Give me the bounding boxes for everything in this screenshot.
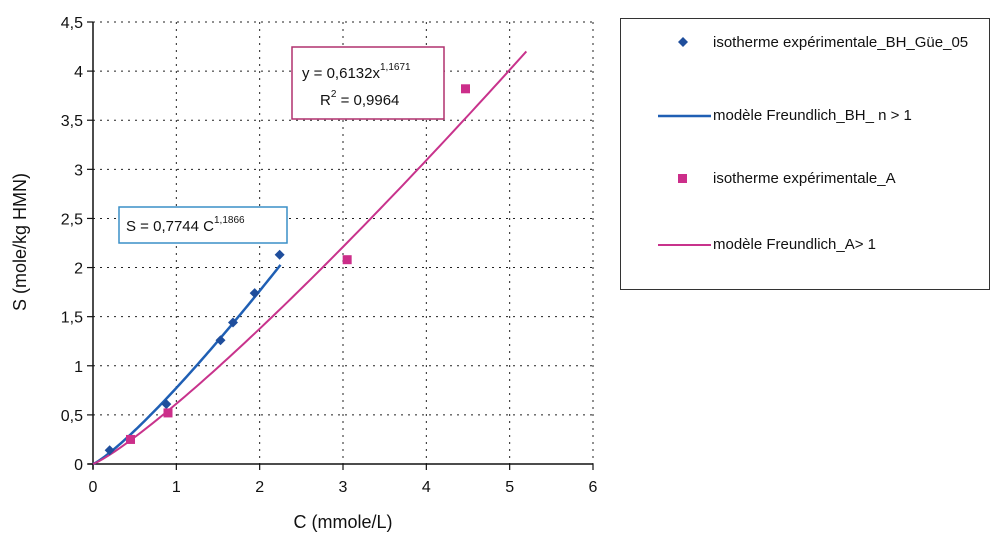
- y-tick-label: 2: [74, 261, 83, 278]
- x-tick-label: 2: [255, 479, 264, 496]
- legend-marker-square-icon: [678, 174, 687, 183]
- legend-label-a-points: isotherme expérimentale_A: [713, 170, 896, 187]
- series-line-1: [92, 264, 282, 466]
- legend-label-a-model: modèle Freundlich_A> 1: [713, 236, 877, 253]
- equation-a-line1: y = 0,6132x1,1671: [302, 62, 411, 82]
- equation-bh-exponent: 1,1866: [214, 215, 245, 226]
- r2-exponent: 2: [331, 89, 337, 100]
- x-tick-label: 4: [422, 479, 431, 496]
- equation-a-text: y = 0,6132x: [302, 65, 380, 82]
- y-tick-label: 0: [74, 457, 83, 474]
- legend-label-bh-points: isotherme expérimentale_BH_Güe_05: [713, 34, 969, 51]
- legend: isotherme expérimentale_BH_Güe_05 modèle…: [620, 18, 990, 290]
- legend-item-bh-points: isotherme expérimentale_BH_Güe_05: [621, 33, 989, 53]
- x-tick-label: 5: [505, 479, 514, 496]
- r2-value: = 0,9964: [336, 92, 399, 109]
- equation-annotation-a: y = 0,6132x1,1671 R2 = 0,9964: [291, 46, 445, 120]
- y-tick-label: 2,5: [61, 211, 83, 228]
- data-point-square: [342, 255, 352, 265]
- legend-line-pink-icon: [658, 244, 711, 246]
- y-tick-label: 4,5: [61, 15, 83, 32]
- equation-box-bh: [118, 206, 288, 244]
- r2-symbol: R: [320, 92, 331, 109]
- axes: [87, 21, 594, 470]
- data-point-diamond: [249, 288, 260, 299]
- legend-label-bh-model: modèle Freundlich_BH_ n > 1: [713, 107, 912, 124]
- equation-bh-text: S = 0,7744 C: [126, 218, 214, 235]
- data-point-diamond: [161, 399, 172, 410]
- y-tick-label: 0,5: [61, 408, 83, 425]
- legend-marker-diamond-icon: [678, 37, 688, 47]
- data-point-diamond: [274, 249, 285, 260]
- equation-a-exponent: 1,1671: [380, 62, 411, 73]
- data-point-square: [461, 84, 470, 94]
- data-point-diamond: [104, 445, 115, 456]
- equation-annotation-bh: S = 0,7744 C1,1866: [118, 206, 288, 244]
- equation-bh-line1: S = 0,7744 C1,1866: [126, 215, 245, 235]
- tick-labels: 0 1 2 3 4 5 6 0 0,5 1 1,5 2 2,5 3 3,5 4 4,5: [61, 15, 598, 496]
- data-point-diamond: [228, 317, 238, 328]
- legend-item-a-model: modèle Freundlich_A> 1: [621, 235, 989, 255]
- y-tick-label: 3: [74, 162, 83, 179]
- legend-line-blue-icon: [658, 114, 711, 118]
- y-axis-label: S (mole/kg HMN): [10, 173, 30, 311]
- x-tick-label: 6: [589, 479, 598, 496]
- legend-item-a-points: isotherme expérimentale_A: [621, 169, 989, 189]
- y-tick-label: 4: [74, 64, 83, 81]
- x-tick-label: 0: [89, 479, 98, 496]
- legend-item-bh-model: modèle Freundlich_BH_ n > 1: [621, 106, 989, 126]
- equation-box-a: [291, 46, 445, 120]
- data-point-diamond: [215, 335, 226, 346]
- x-axis-label: C (mmole/L): [293, 512, 392, 532]
- y-tick-label: 1,5: [61, 310, 83, 327]
- y-tick-label: 1: [74, 359, 83, 376]
- x-tick-label: 1: [172, 479, 181, 496]
- series-layer: [92, 50, 528, 466]
- data-point-square: [126, 434, 135, 444]
- equation-a-line2: R2 = 0,9964: [320, 89, 399, 109]
- x-tick-label: 3: [339, 479, 348, 496]
- data-point-square: [163, 408, 173, 418]
- y-tick-label: 3,5: [61, 113, 83, 130]
